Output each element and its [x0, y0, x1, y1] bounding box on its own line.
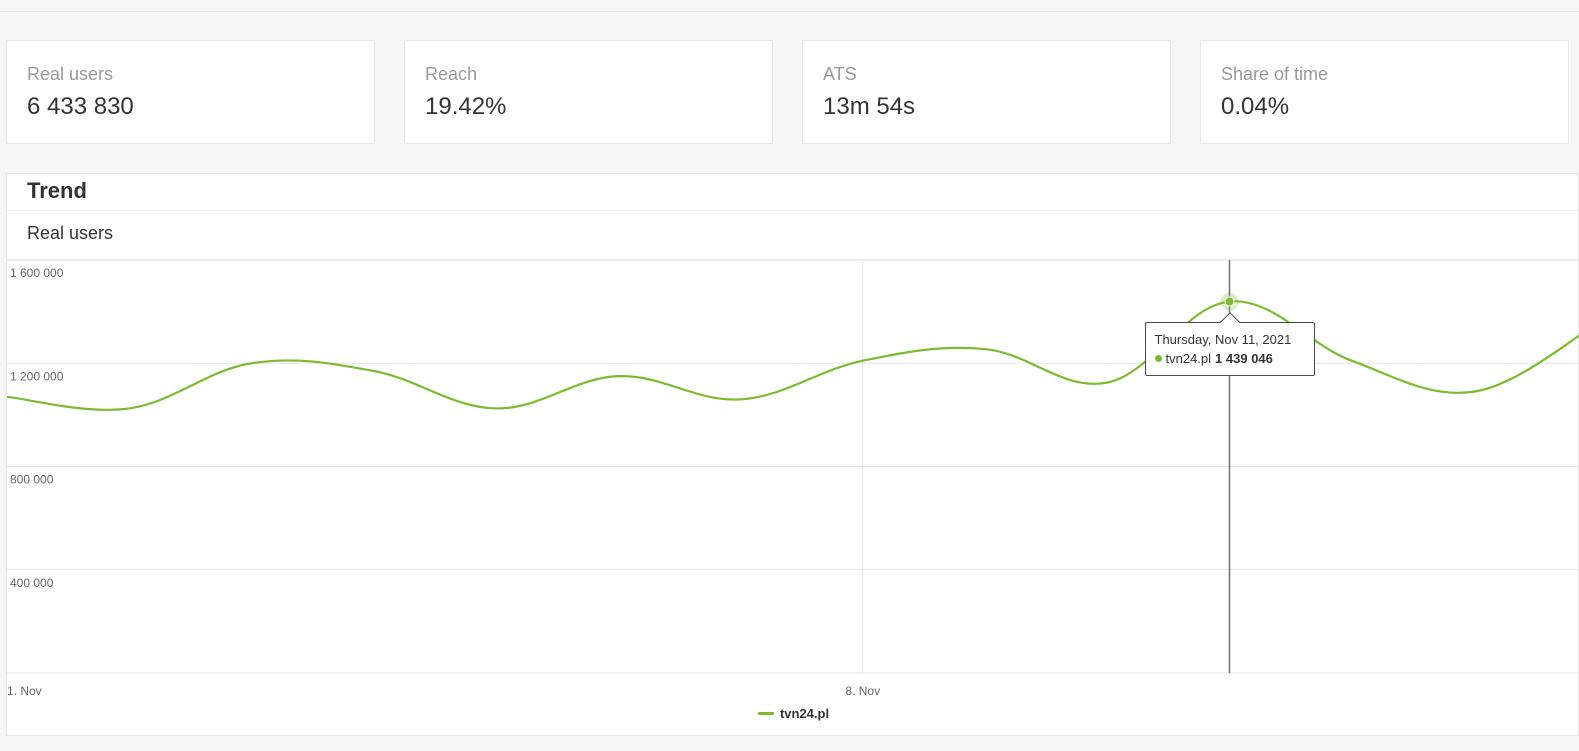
stat-value: 6 433 830 [27, 93, 134, 120]
stat-label: Share of time [1221, 64, 1329, 84]
stat-value: 19.42% [425, 93, 507, 120]
tooltip-value: 1 439 046 [1215, 350, 1273, 366]
legend-item-tvn24[interactable]: tvn24.pl [779, 706, 830, 721]
stat-card-ats[interactable]: ATS 13m 54s [802, 40, 1171, 144]
stat-value: 0.04% [1221, 93, 1290, 120]
trend-title: Trend [7, 174, 1578, 211]
trend-chart[interactable]: 1 600 000 1 200 000 800 000 400 000 1. Nov 8.… [7, 174, 1579, 737]
legend-line-icon [757, 712, 774, 715]
trend-panel: Trend Real users 1 600 000 1 200 000 800 0… [6, 173, 1579, 736]
x-tick-label: 1. Nov [7, 684, 42, 698]
stats-row: Real users 6 433 830 Reach 19.42% ATS 13… [6, 40, 1579, 144]
series-dot-icon [1154, 354, 1162, 362]
tooltip-series: tvn24.pl [1165, 350, 1212, 366]
series-line-tvn24 [7, 300, 1579, 411]
stat-card-real-users[interactable]: Real users 6 433 830 [6, 40, 375, 144]
x-tick-label: 8. Nov [845, 684, 880, 698]
chart-tooltip: Thursday, Nov 11, 2021 tvn24.pl 1 439 04… [1144, 311, 1315, 376]
highlight-point [1224, 296, 1235, 307]
stat-card-share-of-time[interactable]: Share of time 0.04% [1200, 40, 1569, 144]
chart-legend[interactable]: tvn24.pl [7, 706, 1579, 721]
y-tick-label: 1 200 000 [10, 369, 64, 383]
tooltip-date: Thursday, Nov 11, 2021 [1154, 331, 1292, 347]
y-tick-label: 1 600 000 [10, 266, 64, 280]
stat-label: Reach [425, 64, 478, 84]
y-tick-label: 800 000 [10, 473, 54, 487]
stat-label: Real users [27, 64, 114, 84]
stat-value: 13m 54s [823, 93, 916, 120]
tooltip-row: tvn24.pl 1 439 046 [1154, 349, 1305, 368]
stat-card-reach[interactable]: Reach 19.42% [404, 40, 773, 144]
stat-label: ATS [823, 64, 857, 84]
y-tick-label: 400 000 [10, 576, 54, 590]
top-bar [0, 0, 1579, 12]
